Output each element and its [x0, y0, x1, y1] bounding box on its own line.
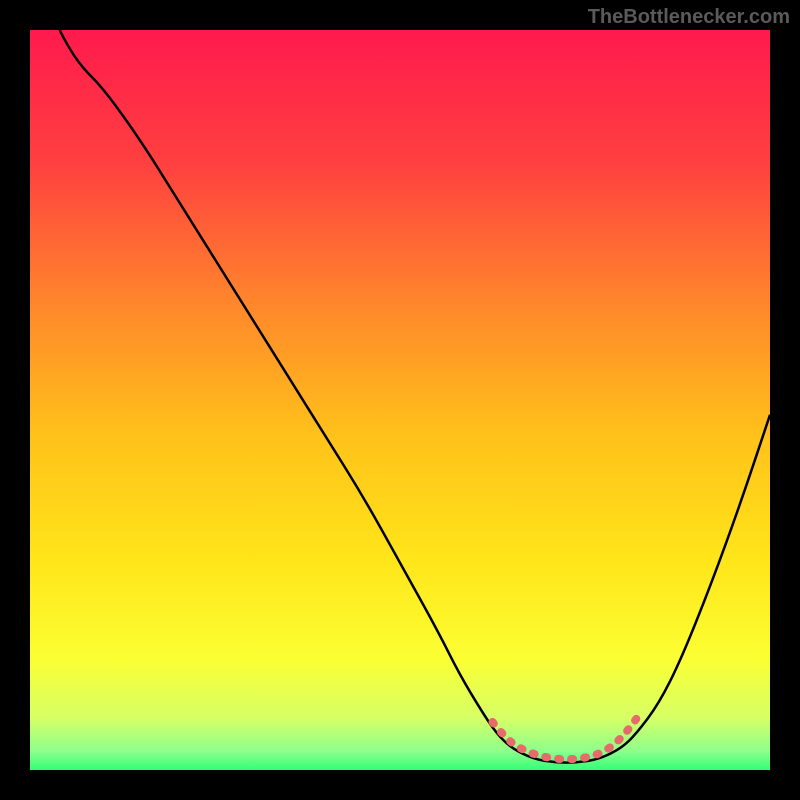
watermark-label: TheBottlenecker.com	[588, 6, 790, 29]
chart-container: TheBottlenecker.com	[0, 0, 800, 800]
bottleneck-curve-chart	[0, 0, 800, 800]
